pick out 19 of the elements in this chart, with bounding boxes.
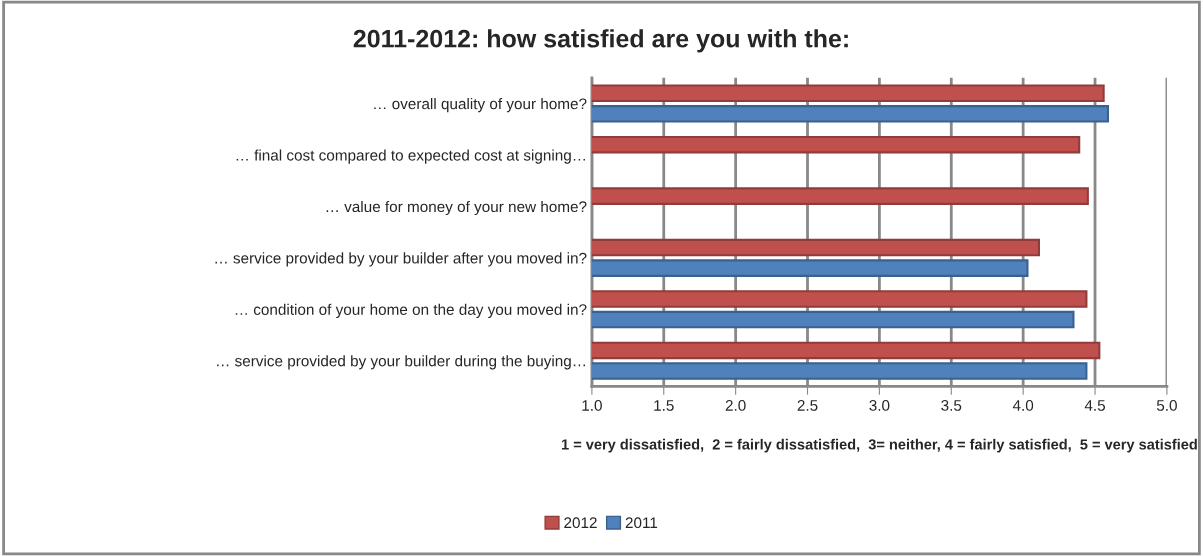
y-tick-label: … overall quality of your home? — [374, 98, 587, 113]
y-tick-label: … final cost compared to expected cost at signing… — [236, 149, 585, 164]
x-tick-label: 2.0 — [725, 400, 746, 411]
x-axis-title: 1 = very dissatisfied, 2 = fairly dissatisfied, 3= neither, 4 = fairly satisfied, 5 = very satisfied — [561, 438, 1197, 453]
x-tick-label: 4.5 — [1084, 400, 1106, 411]
x-tick-label: 2.5 — [797, 400, 818, 411]
y-tick-label: … condition of your home on the day you moved in? — [235, 303, 587, 318]
x-tick-label: 3.5 — [941, 400, 962, 411]
y-tick-label: … value for money of your new home? — [326, 200, 587, 216]
x-tick-label: 5.0 — [1156, 400, 1177, 411]
x-tick-label: 3.0 — [869, 400, 890, 411]
x-tick-label: 1.0 — [582, 400, 602, 411]
x-tick-label: 4.0 — [1012, 400, 1034, 411]
legend-label: 2011 — [625, 517, 658, 529]
y-tick-label: … service provided by your builder after you moved in? — [215, 252, 587, 267]
legend-label: 2012 — [564, 517, 597, 529]
y-tick-label: … service provided by your builder during the buying… — [217, 355, 585, 370]
chart-title: 2011-2012: how satisfied are you with the: — [353, 29, 848, 53]
x-tick-label: 1.5 — [654, 400, 674, 411]
